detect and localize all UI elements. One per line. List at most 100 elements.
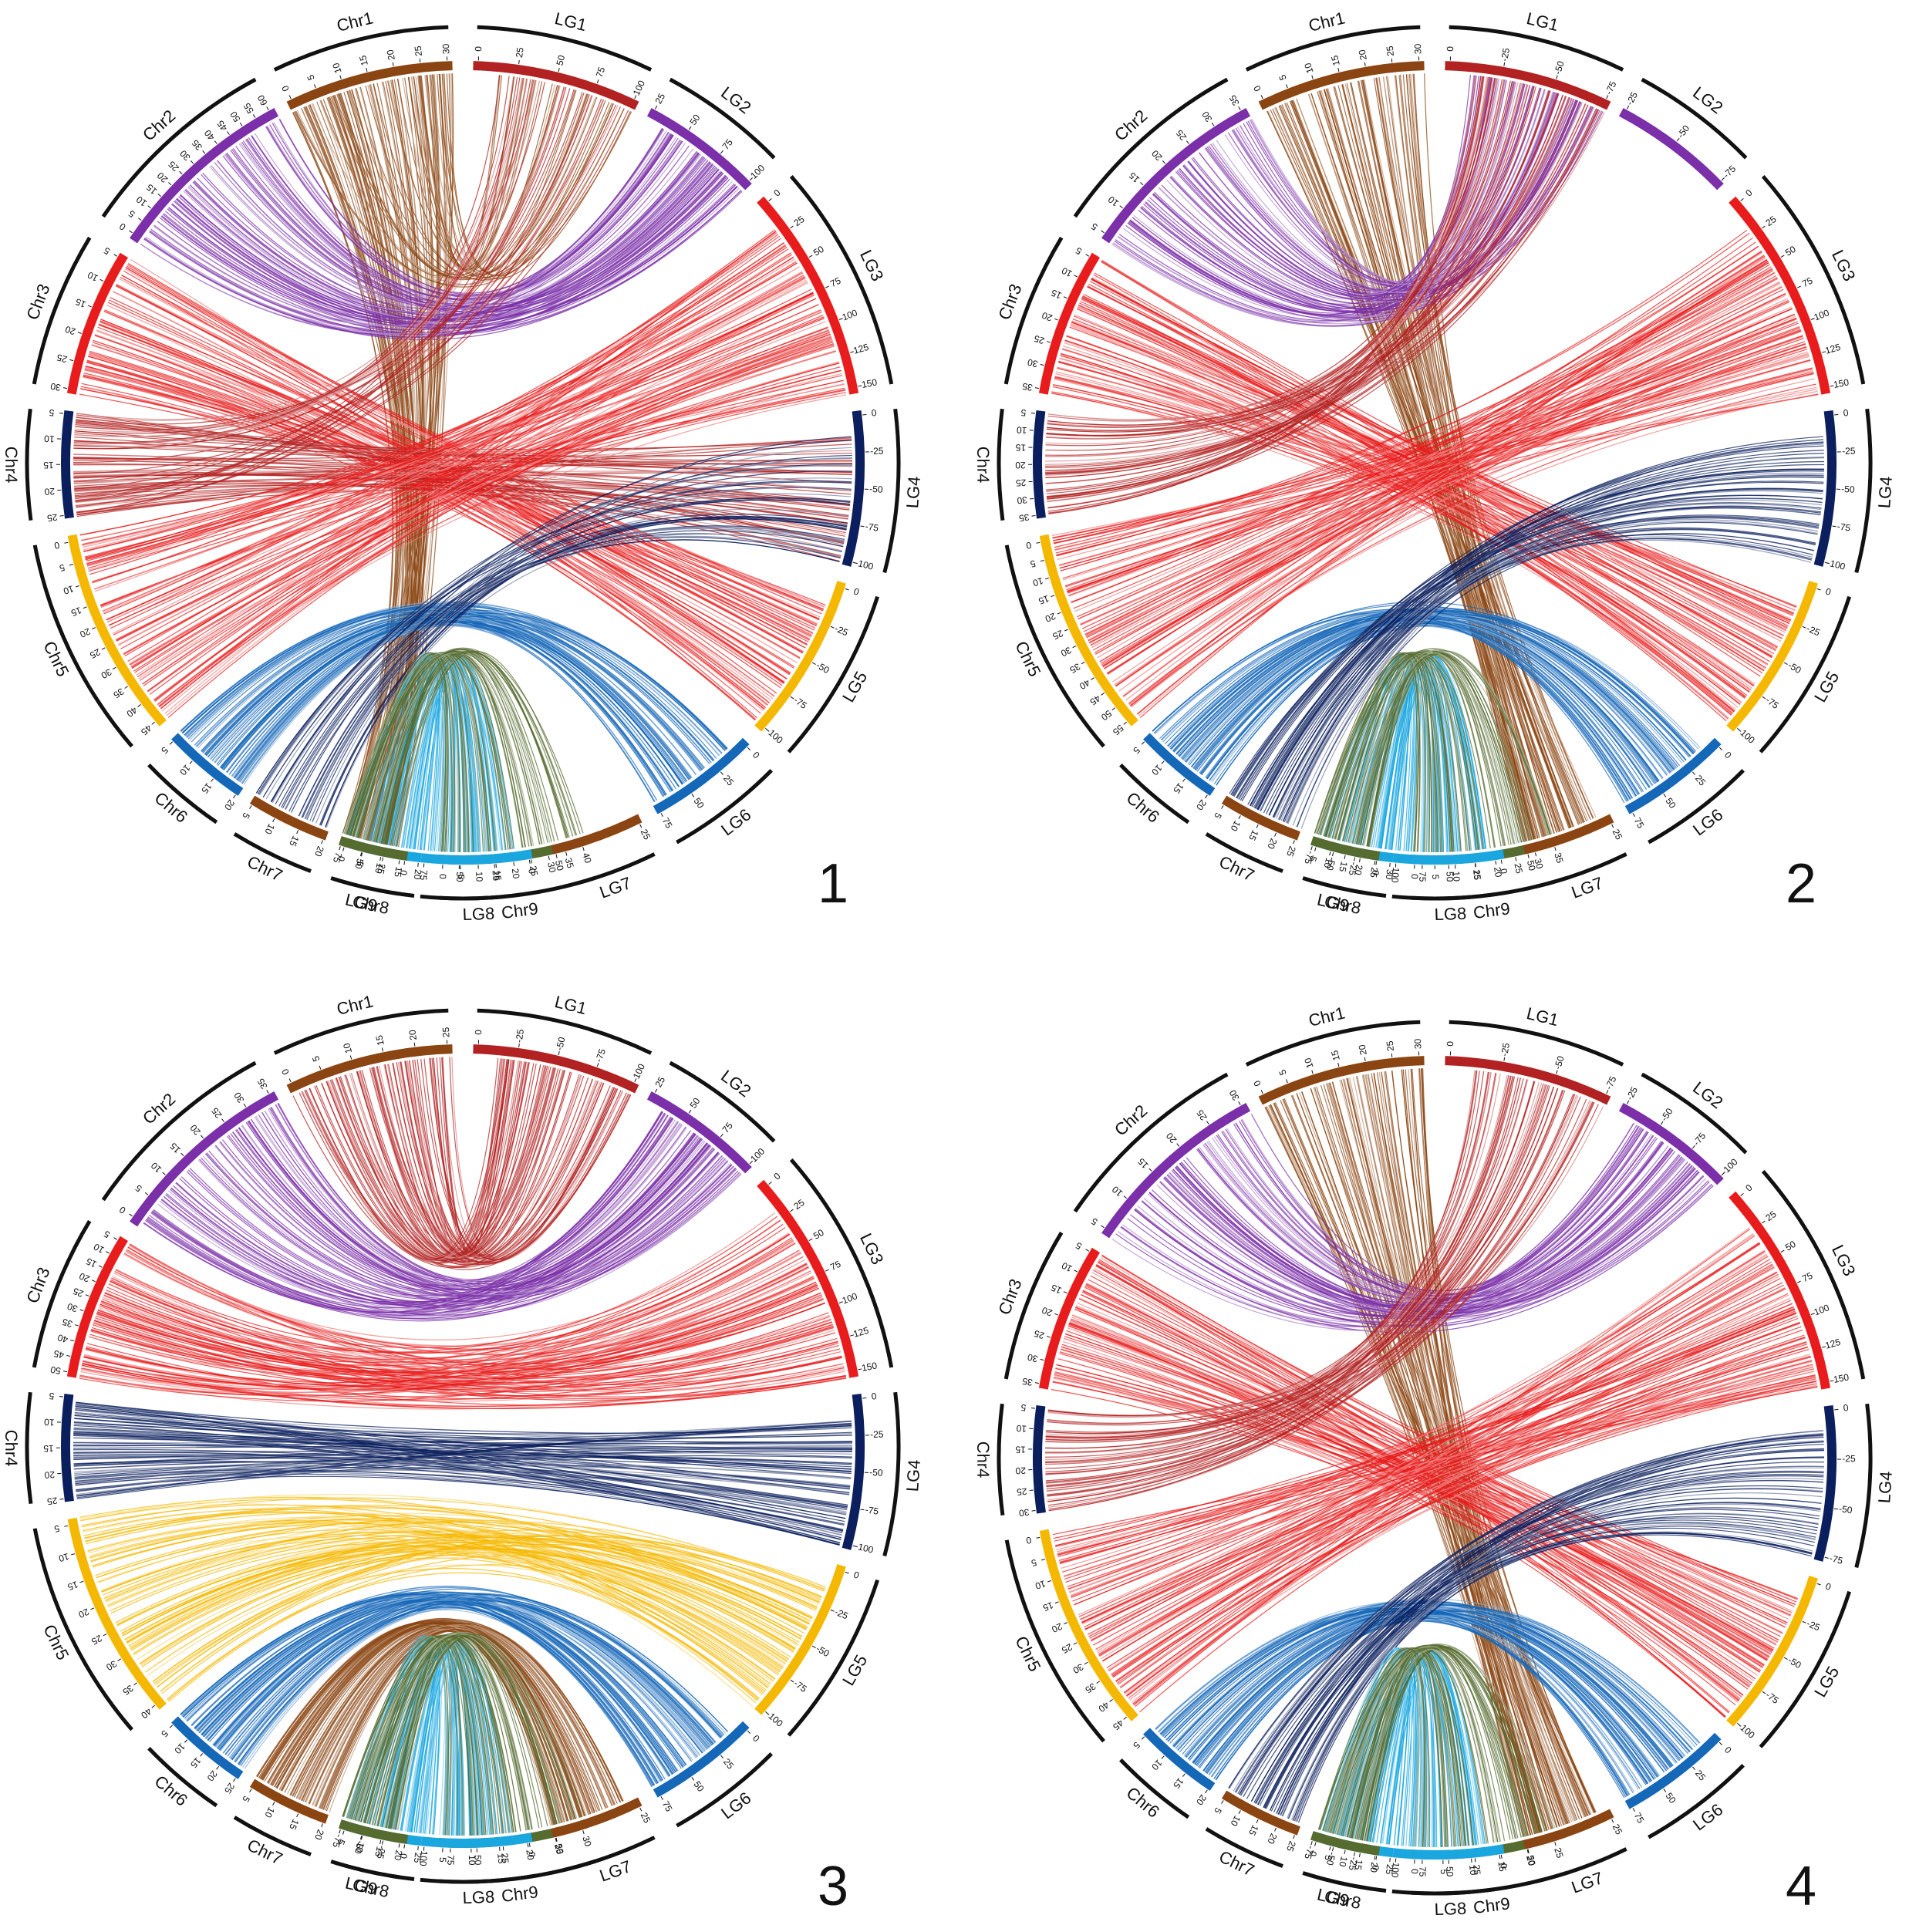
- tick-mark: [845, 1572, 849, 1573]
- tick-label: 5: [159, 744, 170, 756]
- tick-label: 25: [1284, 845, 1298, 858]
- tick-mark: [339, 1829, 341, 1833]
- tick-label: 25: [46, 1495, 58, 1507]
- tick-mark: [1275, 1828, 1277, 1832]
- tick-label: 25: [1016, 1486, 1027, 1498]
- segment-band: [846, 411, 860, 566]
- tick-label: 25: [1385, 45, 1396, 56]
- tick-label: 5: [102, 1228, 112, 1240]
- tick-mark: [1364, 1057, 1365, 1061]
- tick-mark: [1055, 1602, 1059, 1603]
- tick-mark: [1501, 860, 1502, 864]
- outer-ring-arc: [1857, 1404, 1870, 1567]
- tick-mark: [1124, 1717, 1127, 1719]
- tick-mark: [1311, 846, 1313, 850]
- tick-mark: [720, 1134, 723, 1137]
- tick-label: 5: [240, 1794, 252, 1804]
- tick-label: 40: [139, 1706, 153, 1721]
- outer-ring-arc: [999, 1404, 1003, 1516]
- tick-label: 30: [440, 43, 452, 54]
- tick-label: 5: [1029, 558, 1037, 569]
- segment-name: Chr9: [1472, 1893, 1511, 1917]
- tick-mark: [790, 1209, 793, 1212]
- tick-label: -50: [815, 1643, 831, 1659]
- tick-mark: [861, 1509, 865, 1510]
- tick-mark: [790, 226, 793, 228]
- tick-label: 20: [312, 1828, 326, 1842]
- tick-label: 10: [149, 1160, 164, 1175]
- tick-mark: [1036, 1537, 1040, 1538]
- tick-mark: [86, 1295, 89, 1296]
- tick-mark: [1177, 1144, 1179, 1147]
- tick-label: 5: [240, 811, 252, 821]
- tick-label: 0: [1743, 187, 1754, 199]
- tick-label: 15: [1171, 781, 1186, 795]
- tick-label: 100: [1389, 867, 1401, 884]
- tick-label: 30: [1199, 110, 1214, 124]
- tick-mark: [158, 194, 161, 196]
- tick-mark: [1784, 663, 1787, 664]
- tick-label: -100: [1736, 1720, 1758, 1741]
- tick-mark: [103, 1634, 106, 1635]
- tick-label: -25: [870, 446, 884, 457]
- tick-label: 0: [1843, 407, 1850, 419]
- tick-label: -50: [352, 1839, 366, 1856]
- tick-label: 25: [1611, 1822, 1625, 1836]
- tick-mark: [861, 526, 865, 527]
- tick-mark: [114, 1238, 117, 1240]
- tick-label: 100: [748, 163, 767, 181]
- tick-label: 5: [126, 207, 137, 219]
- tick-label: 0: [771, 187, 782, 199]
- tick-mark: [689, 126, 691, 130]
- tick-mark: [791, 1680, 794, 1682]
- tick-label: 0: [852, 586, 861, 598]
- tick-mark: [366, 68, 367, 72]
- tick-mark: [114, 255, 117, 257]
- tick-label: 20: [1357, 1044, 1369, 1056]
- tick-mark: [244, 1104, 246, 1107]
- tick-mark: [1054, 319, 1058, 320]
- tick-label: -50: [1786, 659, 1803, 676]
- segment-name: Chr6: [1123, 788, 1164, 827]
- tick-label: 0: [1498, 868, 1509, 875]
- tick-mark: [503, 1846, 504, 1850]
- tick-label: 35: [1552, 851, 1565, 865]
- tick-label: -100: [1826, 557, 1847, 572]
- tick-label: 20: [44, 486, 56, 497]
- tick-label: 20: [1164, 1131, 1179, 1145]
- tick-label: 10: [330, 62, 343, 75]
- tick-mark: [1803, 1621, 1806, 1623]
- tick-label: 15: [1246, 828, 1261, 842]
- tick-label: 20: [204, 1768, 219, 1783]
- tick-label: 75: [1800, 275, 1814, 290]
- tick-mark: [1205, 795, 1207, 798]
- outer-ring-arc: [885, 1392, 899, 1556]
- tick-mark: [1036, 542, 1040, 543]
- tick-mark: [83, 607, 87, 609]
- tick-label: 5: [1131, 744, 1142, 756]
- tick-label: -100: [764, 1708, 786, 1729]
- tick-label: -75: [791, 694, 809, 711]
- tick-mark: [145, 1192, 148, 1195]
- tick-label: 25: [721, 773, 737, 787]
- tick-mark: [769, 1182, 772, 1184]
- tick-label: 15: [1041, 1600, 1055, 1613]
- outer-ring-arc: [27, 1392, 31, 1504]
- tick-label: 25: [1060, 1641, 1074, 1656]
- tick-label: 20: [1357, 49, 1369, 61]
- tick-label: 30: [1071, 1661, 1085, 1676]
- tick-label: -50: [869, 1467, 884, 1479]
- tick-label: -75: [1603, 1074, 1618, 1091]
- tick-label: 0: [750, 1733, 762, 1745]
- tick-label: 40: [580, 851, 593, 865]
- tick-label: 20: [78, 625, 92, 639]
- tick-mark: [203, 150, 205, 153]
- tick-label: 20: [76, 1607, 90, 1620]
- tick-label: 20: [1050, 1620, 1064, 1634]
- tick-mark: [152, 722, 155, 724]
- tick-label: 10: [1031, 575, 1044, 588]
